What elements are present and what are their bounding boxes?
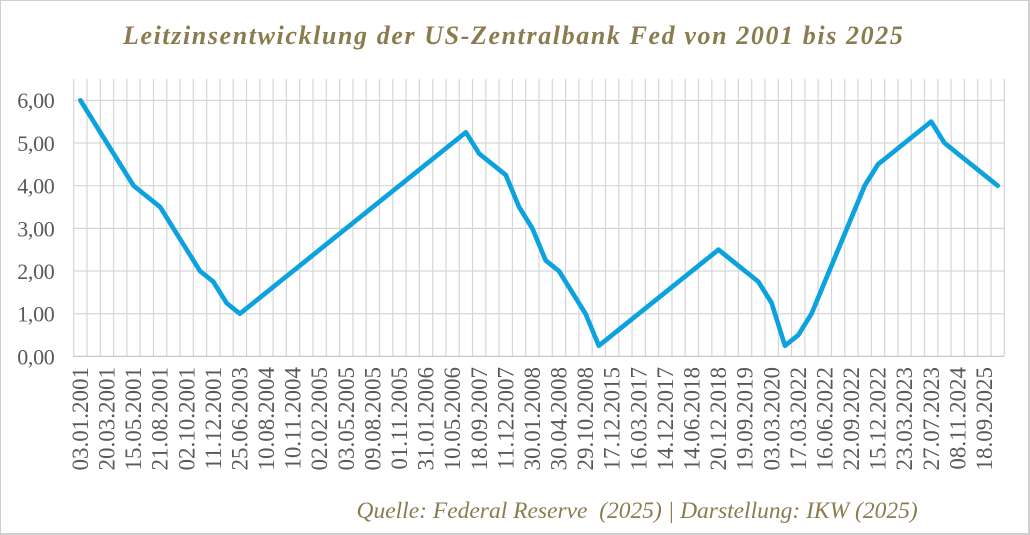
svg-text:08.11.2024: 08.11.2024 [945,367,970,470]
svg-text:20.12.2018: 20.12.2018 [706,367,731,471]
svg-text:10.08.2004: 10.08.2004 [254,367,279,471]
svg-text:3,00: 3,00 [17,216,55,241]
svg-text:25.06.2003: 25.06.2003 [227,367,252,471]
svg-text:18.09.2007: 18.09.2007 [467,367,492,471]
svg-text:14.06.2018: 14.06.2018 [679,367,704,471]
svg-text:15.05.2001: 15.05.2001 [121,367,146,471]
svg-text:22.09.2022: 22.09.2022 [839,367,864,471]
svg-text:23.03.2023: 23.03.2023 [892,367,917,471]
svg-text:11.12.2001: 11.12.2001 [201,367,226,470]
svg-text:27.07.2023: 27.07.2023 [919,367,944,471]
svg-text:17.03.2022: 17.03.2022 [786,367,811,471]
svg-text:Quelle: Federal Reserve (2025: Quelle: Federal Reserve (2025) | Darstel… [357,498,918,524]
svg-text:Leitzinsentwicklung der US-Zen: Leitzinsentwicklung der US-Zentralbank F… [122,21,904,50]
svg-text:09.08.2005: 09.08.2005 [360,367,385,471]
svg-text:19.09.2019: 19.09.2019 [733,367,758,471]
svg-text:16.06.2022: 16.06.2022 [812,367,837,471]
svg-text:10.05.2006: 10.05.2006 [440,367,465,471]
svg-text:14.12.2017: 14.12.2017 [653,367,678,471]
svg-text:18.09.2025: 18.09.2025 [972,367,997,471]
svg-text:02.02.2005: 02.02.2005 [307,367,332,471]
svg-text:5,00: 5,00 [17,131,55,156]
svg-text:2,00: 2,00 [17,259,55,284]
svg-text:29.10.2008: 29.10.2008 [573,367,598,471]
svg-text:03.03.2020: 03.03.2020 [759,367,784,471]
svg-text:4,00: 4,00 [17,174,55,199]
svg-text:17.12.2015: 17.12.2015 [600,367,625,471]
svg-text:31.01.2006: 31.01.2006 [414,367,439,471]
svg-text:16.03.2017: 16.03.2017 [626,367,651,471]
svg-text:30.04.2008: 30.04.2008 [547,367,572,471]
svg-text:02.10.2001: 02.10.2001 [174,367,199,471]
svg-text:10.11.2004: 10.11.2004 [281,367,306,470]
svg-text:01.11.2005: 01.11.2005 [387,367,412,470]
svg-text:11.12.2007: 11.12.2007 [493,367,518,470]
svg-text:6,00: 6,00 [17,88,55,113]
svg-text:1,00: 1,00 [17,302,55,327]
svg-text:03.05.2005: 03.05.2005 [334,367,359,471]
svg-text:21.08.2001: 21.08.2001 [148,367,173,471]
svg-text:15.12.2022: 15.12.2022 [866,367,891,471]
svg-text:0,00: 0,00 [17,344,55,369]
svg-text:30.01.2008: 30.01.2008 [520,367,545,471]
svg-text:20.03.2001: 20.03.2001 [95,367,120,471]
svg-text:03.01.2001: 03.01.2001 [68,367,93,471]
